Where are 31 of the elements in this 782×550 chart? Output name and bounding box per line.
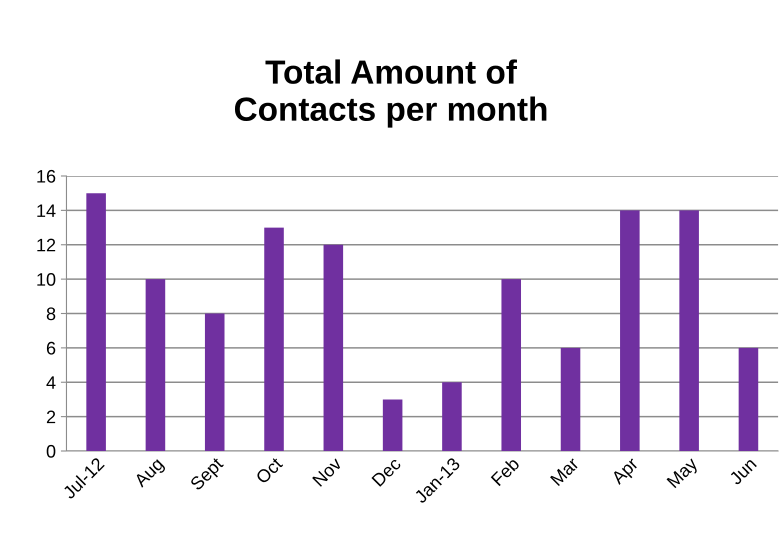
x-tick-label: Jun: [728, 457, 757, 486]
bar: [382, 399, 402, 451]
bar: [86, 193, 106, 451]
y-tick-label: 16: [37, 170, 56, 183]
x-tick-label: Aug: [133, 457, 166, 490]
y-tick-label: 4: [46, 376, 56, 389]
bar: [324, 244, 344, 451]
bar: [738, 348, 758, 451]
y-tick-label: 6: [46, 342, 56, 355]
y-tick-label: 0: [46, 444, 56, 458]
x-tick-label: Oct: [255, 456, 284, 484]
y-tick-label: 12: [37, 238, 56, 252]
bar: [264, 228, 284, 451]
y-tick-label: 2: [46, 410, 56, 424]
chart-title: Total Amount of Contacts per month: [234, 59, 546, 128]
bar: [501, 279, 522, 451]
bar: [442, 382, 462, 451]
y-tick-label: 10: [37, 273, 56, 286]
x-tick-label: Nov: [312, 456, 343, 487]
bar: [679, 210, 699, 451]
x-tick-label: May: [666, 456, 702, 491]
x-tick-label: Dec: [371, 456, 402, 487]
bar: [204, 314, 225, 451]
y-tick-label: 8: [46, 307, 56, 320]
bar: [146, 279, 166, 451]
bar: [560, 348, 580, 451]
x-tick-label: Apr: [610, 456, 642, 488]
y-tick-label: 14: [37, 204, 56, 217]
x-tick-label: Feb: [490, 456, 520, 486]
bar: [620, 210, 640, 451]
x-tick-label: Mar: [550, 456, 580, 486]
